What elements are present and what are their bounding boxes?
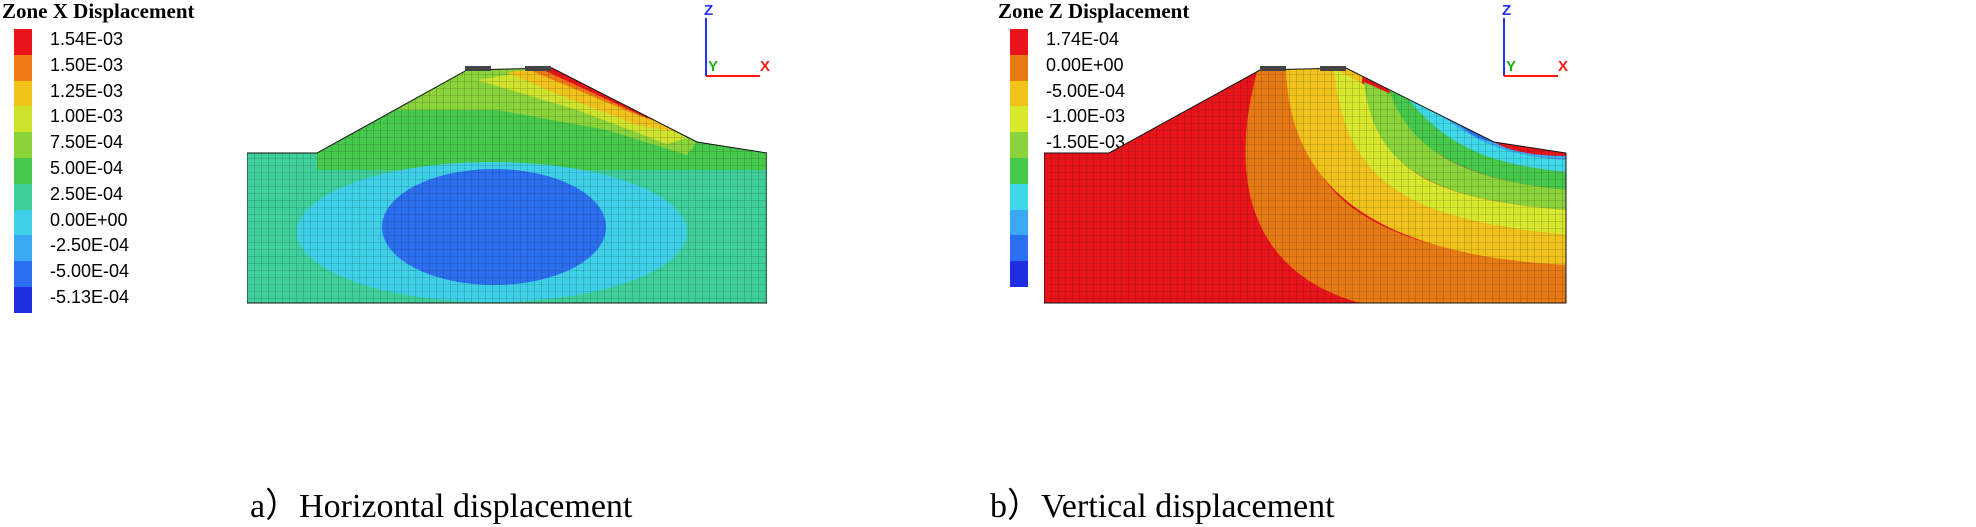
axis-z-label: Z [704, 2, 714, 19]
legend-label: -2.50E-04 [50, 235, 130, 256]
legend-swatch [1010, 29, 1028, 55]
legend-swatch [14, 157, 32, 184]
legend-swatch [1010, 209, 1028, 236]
legend-swatch [14, 132, 32, 158]
legend-swatch [14, 286, 32, 313]
displacement-contour-plot [247, 66, 767, 304]
legend-label: -5.00E-04 [50, 261, 130, 282]
legend-swatch [1010, 54, 1028, 81]
coordinate-axes-icon: Z Y X [700, 2, 780, 80]
coordinate-axes-icon: Z Y X [1498, 2, 1578, 80]
axis-z-label: Z [1502, 2, 1512, 19]
caption-b: b）Vertical displacement [990, 488, 1335, 525]
legend-label: 1.50E-03 [50, 54, 124, 75]
legend-label: 2.50E-04 [50, 183, 124, 204]
legend-swatch [1010, 132, 1028, 158]
legend-label: -1.50E-03 [1046, 132, 1126, 153]
legend-label: -5.00E-04 [1046, 80, 1126, 101]
legend-label: 5.00E-04 [50, 157, 124, 178]
axis-x-label: X [760, 58, 771, 75]
axis-y-label: Y [1506, 58, 1517, 75]
caption-a: a）Horizontal displacement [250, 488, 633, 525]
legend-swatch [1010, 261, 1028, 287]
panel-horizontal-displacement: Zone X Displacement 1.54E-03 1.50E-03 1.25… [0, 0, 980, 525]
legend-swatch [14, 261, 32, 287]
legend-label: 0.00E+00 [50, 209, 128, 230]
legend-label: -1.00E-03 [1046, 106, 1126, 127]
legend-swatch [14, 80, 32, 107]
axis-y-label: Y [708, 58, 719, 75]
legend-swatch [14, 106, 32, 133]
legend-swatch [14, 209, 32, 236]
axis-x-label: X [1558, 58, 1569, 75]
legend-title: Zone X Displacement [2, 0, 195, 23]
legend-label: 7.50E-04 [50, 132, 124, 153]
legend-label: 1.54E-03 [50, 29, 124, 49]
legend-swatch [14, 29, 32, 55]
legend-swatch [1010, 183, 1028, 210]
legend-swatch [1010, 235, 1028, 262]
legend-label: 1.00E-03 [50, 106, 124, 127]
legend-swatch [1010, 80, 1028, 107]
displacement-contour-plot [1044, 66, 1567, 304]
legend-label: 1.74E-04 [1046, 29, 1120, 49]
legend-swatch [14, 235, 32, 262]
legend-swatch [14, 183, 32, 210]
legend-label: 1.25E-03 [50, 80, 124, 101]
legend-label: 0.00E+00 [1046, 54, 1124, 75]
legend-swatch [1010, 106, 1028, 133]
legend-label: -5.13E-04 [50, 286, 130, 307]
legend-swatch [14, 54, 32, 81]
legend-title: Zone Z Displacement [998, 0, 1190, 23]
panel-vertical-displacement: Zone Z Displacement 1.74E-04 0.00E+00 -5.0… [990, 0, 1976, 525]
legend-swatch [1010, 157, 1028, 184]
